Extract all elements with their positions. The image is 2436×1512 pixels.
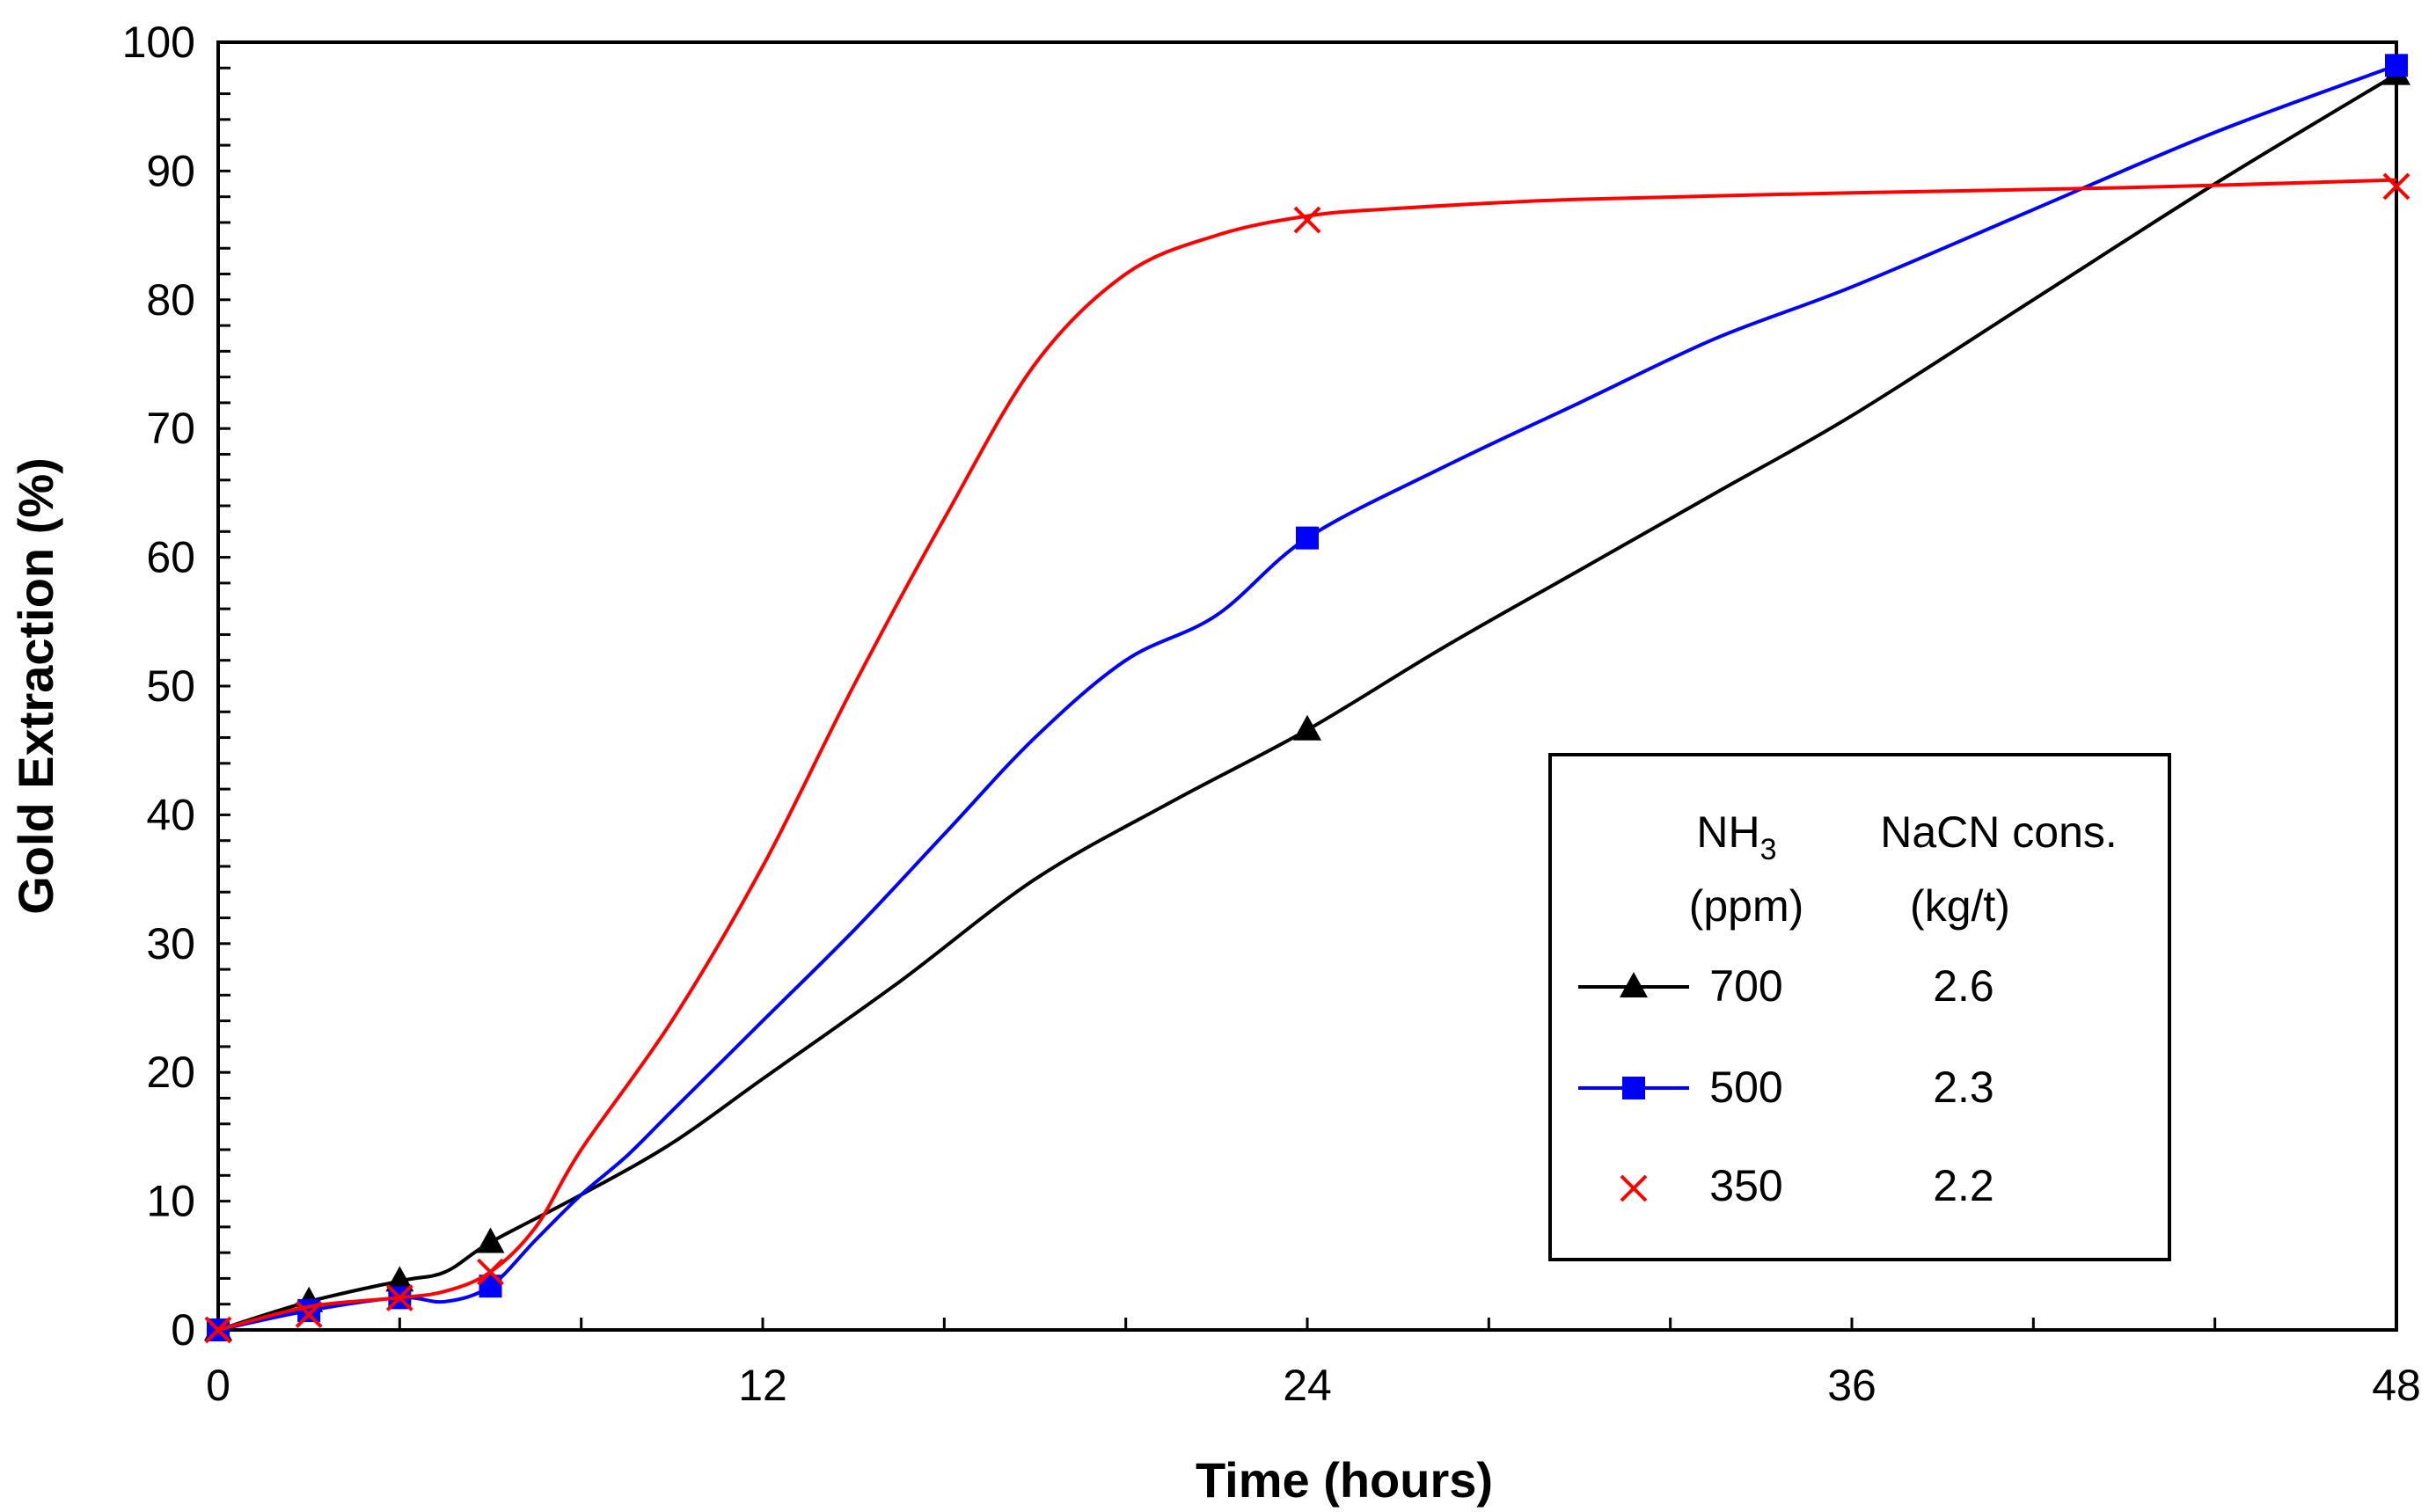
legend-marker-shape-350-stroke xyxy=(1620,1174,1648,1202)
legend-box xyxy=(1548,753,2171,1261)
x-tick-label: 0 xyxy=(206,1361,230,1410)
y-tick-label: 50 xyxy=(146,661,195,711)
y-tick-label: 40 xyxy=(146,790,195,839)
legend-label-500: 500 xyxy=(1709,1063,1782,1112)
x-tick-label: 36 xyxy=(1827,1361,1876,1410)
data-point-350-stroke xyxy=(204,1316,232,1344)
y-tick-label: 80 xyxy=(146,275,195,325)
y-tick-label: 0 xyxy=(171,1305,195,1355)
legend-marker-shape-700 xyxy=(1620,972,1648,997)
y-tick-label: 60 xyxy=(146,533,195,582)
y-tick-label: 90 xyxy=(146,146,195,195)
series-line-500 xyxy=(217,63,2397,1332)
legend-nacn-500: 2.3 xyxy=(1933,1063,1994,1112)
legend-marker-350 xyxy=(1620,1174,1648,1202)
legend-header-kgt: (kg/t) xyxy=(1910,881,2010,931)
data-point-350 xyxy=(1293,206,1321,234)
legend-header-subscript: 3 xyxy=(1760,833,1777,866)
data-point-350-stroke xyxy=(385,1283,413,1311)
series-350 xyxy=(204,172,2410,1344)
x-tick-label: 12 xyxy=(738,1361,787,1410)
legend-header-ppm: (ppm) xyxy=(1689,881,1804,931)
data-point-350-stroke xyxy=(1293,206,1321,234)
data-point-500 xyxy=(1296,526,1319,550)
data-point-350-stroke xyxy=(477,1258,504,1286)
legend: NH3 (ppm) NaCN cons. (kg/t) 700 2.6 500 … xyxy=(1548,753,2171,1261)
legend-marker-500 xyxy=(1622,1077,1645,1099)
y-tick-label: 70 xyxy=(146,404,195,453)
data-point-350-stroke xyxy=(2382,172,2410,201)
y-axis-title: Gold Extraction (%) xyxy=(8,457,63,915)
y-tick-label: 20 xyxy=(146,1048,195,1097)
y-tick-label: 10 xyxy=(146,1177,195,1226)
legend-nacn-350: 2.2 xyxy=(1933,1161,1994,1210)
legend-marker-shape-350 xyxy=(1620,1174,1648,1202)
legend-label-350: 350 xyxy=(1709,1161,1782,1210)
series-group xyxy=(204,54,2410,1344)
minor-ticks xyxy=(218,66,2217,1330)
data-point-350 xyxy=(385,1283,413,1311)
legend-marker-shape-500 xyxy=(1622,1077,1645,1099)
data-point-350-stroke xyxy=(295,1301,323,1328)
y-tick-label: 100 xyxy=(122,18,195,67)
legend-nacn-700: 2.6 xyxy=(1933,961,1994,1011)
data-point-500 xyxy=(2385,54,2408,77)
data-point-350 xyxy=(477,1258,504,1286)
data-point-350 xyxy=(295,1301,323,1328)
x-tick-label: 48 xyxy=(2372,1361,2421,1410)
legend-header-nh3: NH3 xyxy=(1696,807,1776,866)
y-tick-label: 30 xyxy=(146,919,195,968)
data-point-700 xyxy=(385,1266,414,1292)
legend-label-700: 700 xyxy=(1709,961,1782,1011)
tick-labels: 0 10 20 30 40 50 60 70 80 90 100 0 12 24 36 48 xyxy=(122,18,2421,1410)
data-point-700 xyxy=(1293,714,1321,741)
data-point-350 xyxy=(204,1316,232,1344)
x-axis-title: Time (hours) xyxy=(1196,1452,1493,1508)
data-point-350 xyxy=(2382,172,2410,201)
legend-header-nacn: NaCN cons. xyxy=(1880,807,2118,857)
data-point-700 xyxy=(476,1227,505,1253)
legend-marker-700 xyxy=(1620,972,1648,997)
x-tick-label: 24 xyxy=(1283,1361,1332,1410)
legend-header-nh: NH xyxy=(1696,807,1759,857)
data-point-500 xyxy=(297,1299,321,1323)
